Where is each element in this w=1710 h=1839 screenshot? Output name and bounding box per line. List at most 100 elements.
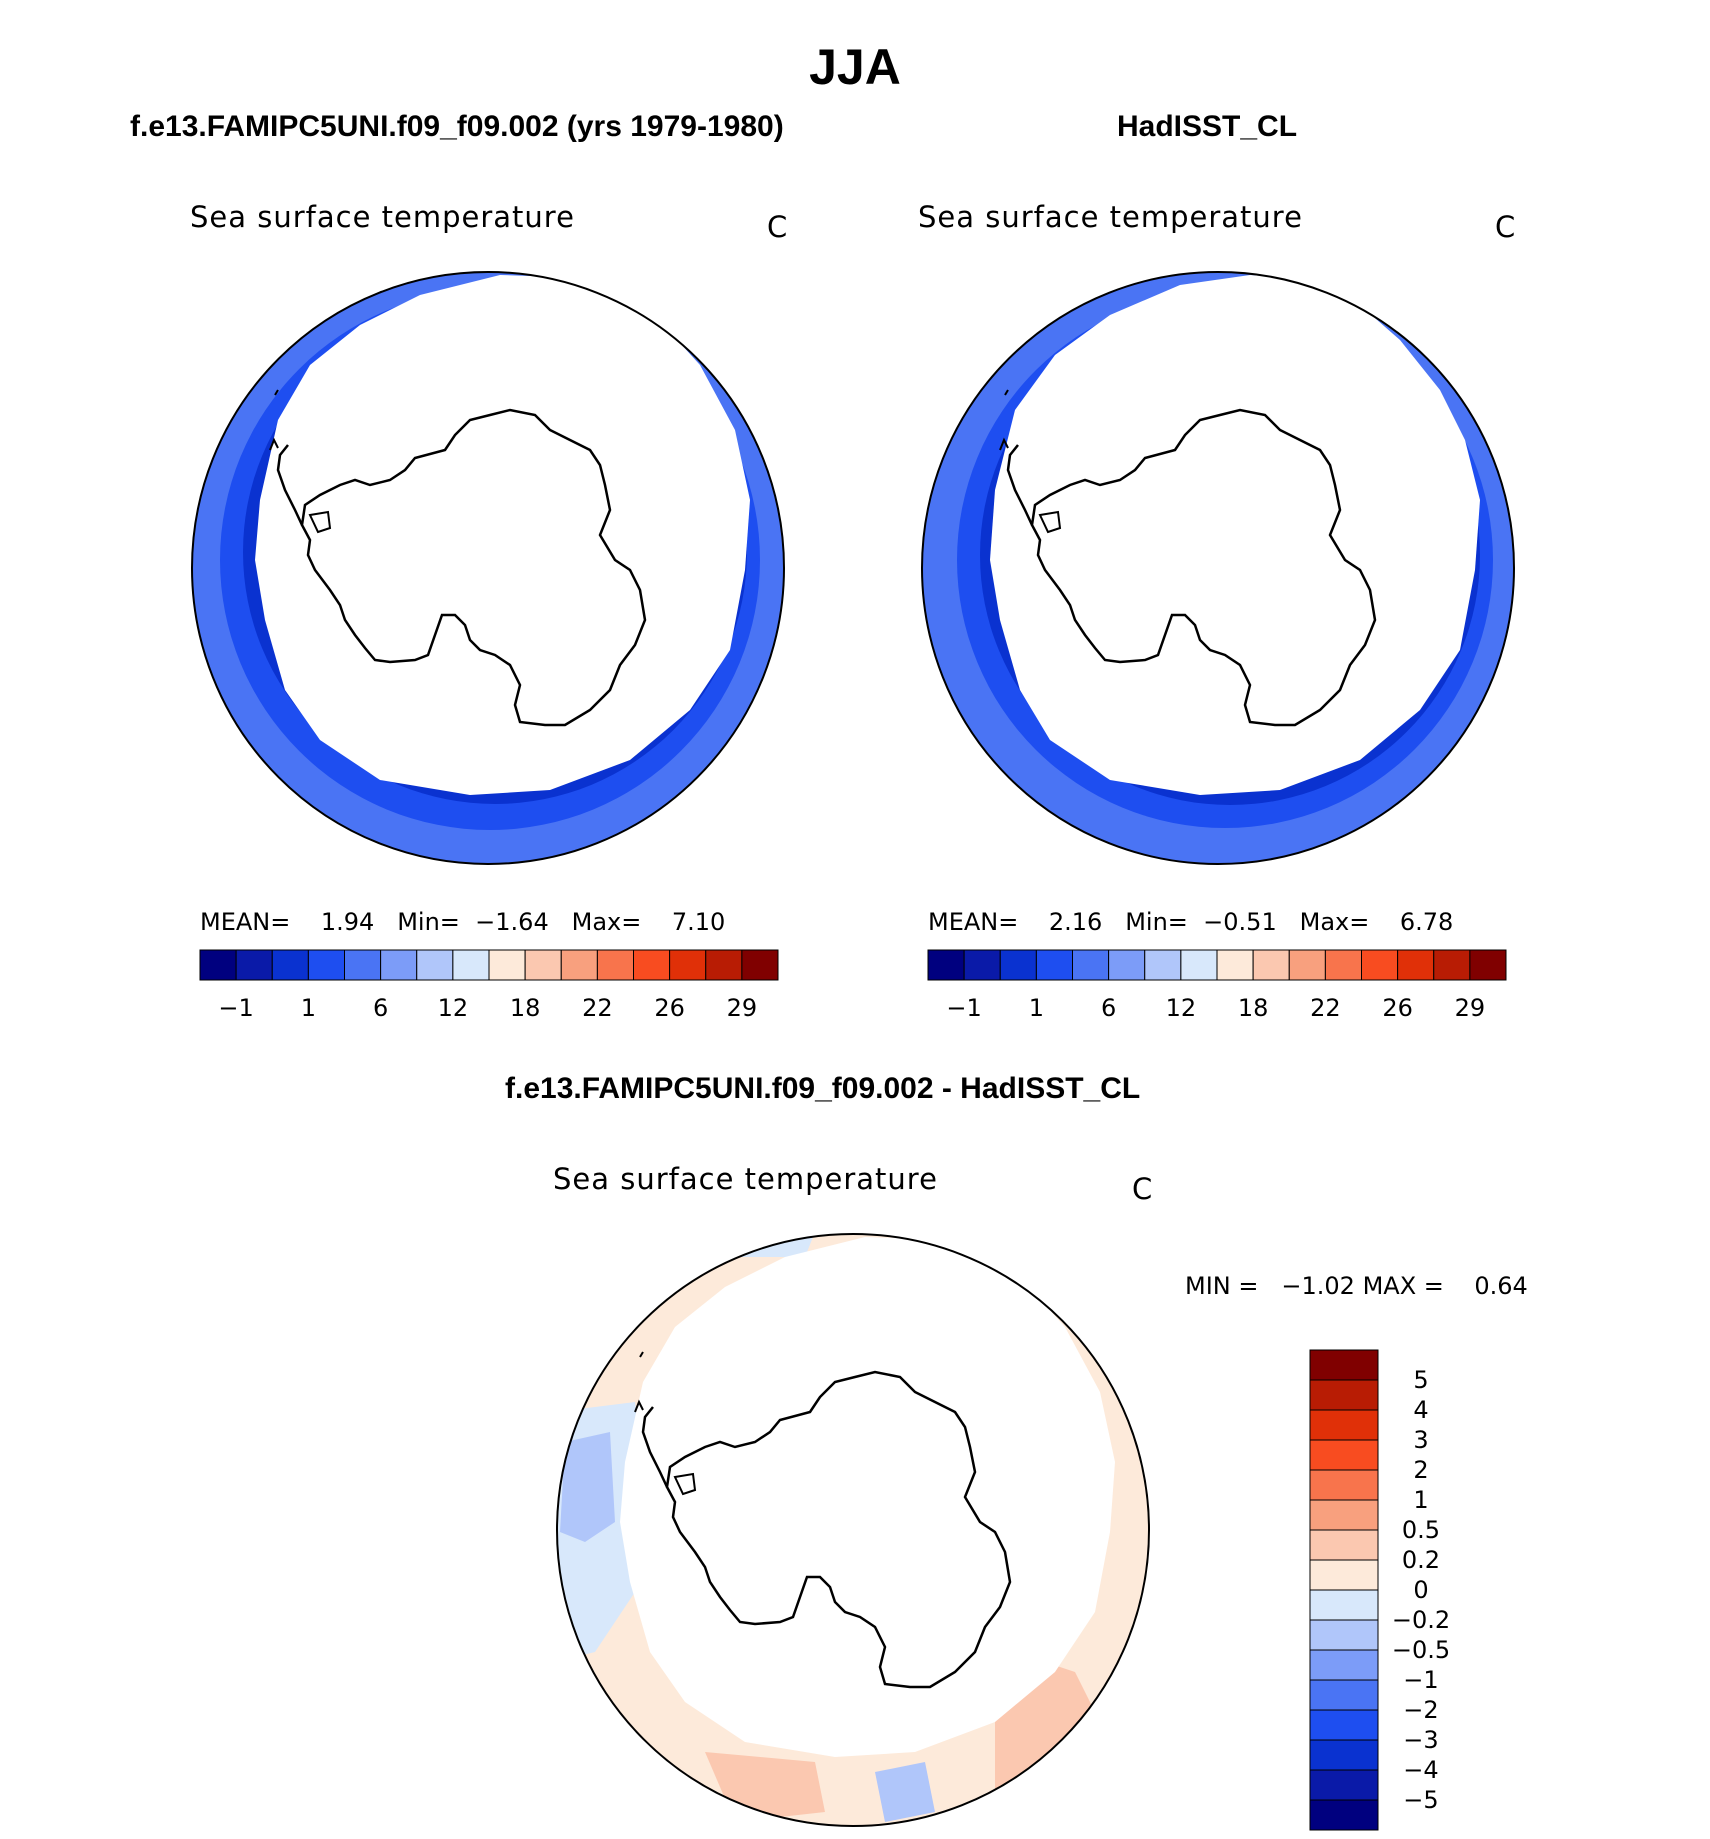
panel-diff-colorbar-tick-label: 3 bbox=[1413, 1426, 1429, 1454]
panel-diff-colorbar-tick-label: −0.2 bbox=[1391, 1606, 1451, 1634]
panel-model-colorbar-tick-label: 6 bbox=[372, 994, 389, 1022]
panel-diff-colorbar-tick-label: 1 bbox=[1413, 1486, 1429, 1514]
panel-diff-colorbar-swatch bbox=[1309, 1799, 1379, 1831]
panel-model-map bbox=[191, 271, 785, 865]
panel-model-colorbar-swatch bbox=[380, 949, 418, 981]
panel-model-colorbar-swatch bbox=[235, 949, 273, 981]
panel-diff-colorbar-tick-label: −1 bbox=[1403, 1666, 1439, 1694]
panel-model-colorbar-tick-label: 1 bbox=[300, 994, 317, 1022]
panel-diff-colorbar-tick-label: −4 bbox=[1403, 1756, 1439, 1784]
panel-model-stats: MEAN= 1.94 Min= −1.64 Max= 7.10 bbox=[200, 908, 726, 936]
panel-obs-stats: MEAN= 2.16 Min= −0.51 Max= 6.78 bbox=[928, 908, 1454, 936]
panel-obs-map bbox=[921, 271, 1515, 865]
panel-diff-colorbar-tick-label: 2 bbox=[1413, 1456, 1429, 1484]
panel-obs-colorbar-tick-label: 26 bbox=[1382, 994, 1413, 1022]
panel-obs-colorbar-tick-label: 29 bbox=[1454, 994, 1486, 1022]
panel-diff-colorbar-swatch bbox=[1309, 1499, 1379, 1531]
panel-diff-colorbar-swatch bbox=[1309, 1409, 1379, 1441]
panel-obs-colorbar-swatch bbox=[1433, 949, 1471, 981]
panel-obs-colorbar-swatch bbox=[1180, 949, 1218, 981]
panel-model-colorbar-swatch bbox=[741, 949, 779, 981]
panel-diff-colorbar-tick-label: −0.5 bbox=[1391, 1636, 1451, 1664]
panel-diff-colorbar-swatch bbox=[1309, 1709, 1379, 1741]
panel-diff-colorbar-tick-label: 4 bbox=[1413, 1396, 1429, 1424]
panel-model-colorbar-swatch bbox=[633, 949, 671, 981]
panel-obs-colorbar-swatch bbox=[1397, 949, 1435, 981]
panel-model-colorbar-tick-label: −1 bbox=[218, 994, 254, 1022]
panel-obs-colorbar-swatch bbox=[999, 949, 1037, 981]
panel-model-colorbar-swatch bbox=[524, 949, 562, 981]
panel-model-colorbar-swatch bbox=[452, 949, 490, 981]
sea-ice-region bbox=[255, 275, 750, 795]
panel-model-colorbar-tick-label: 22 bbox=[582, 994, 613, 1022]
panel-diff-colorbar-tick-label: −2 bbox=[1403, 1696, 1439, 1724]
panel-diff-colorbar-swatch bbox=[1309, 1619, 1379, 1651]
panel-diff-stats: MIN = −1.02 MAX = 0.64 bbox=[1185, 1272, 1528, 1300]
panel-model-colorbar-swatch bbox=[307, 949, 345, 981]
panel-diff-colorbar-swatch bbox=[1309, 1649, 1379, 1681]
panel-diff-map bbox=[556, 1233, 1150, 1827]
panel-model-colorbar-swatch bbox=[344, 949, 382, 981]
panel-obs-plot-title: Sea surface temperature bbox=[918, 200, 1303, 234]
antarctica-coastline bbox=[300, 408, 647, 727]
panel-obs-colorbar-tick-label: −1 bbox=[946, 994, 982, 1022]
panel-diff-colorbar-swatch bbox=[1309, 1769, 1379, 1801]
antarctica-coastline bbox=[1030, 408, 1377, 727]
panel-diff-colorbar-tick-label: −5 bbox=[1403, 1786, 1439, 1814]
panel-model-colorbar-swatch bbox=[488, 949, 526, 981]
panel-obs-colorbar-tick-label: 6 bbox=[1100, 994, 1117, 1022]
panel-model-colorbar-tick-label: 29 bbox=[726, 994, 758, 1022]
panel-obs-colorbar-swatch bbox=[1072, 949, 1110, 981]
panel-diff-header: f.e13.FAMIPC5UNI.f09_f09.002 - HadISST_C… bbox=[505, 1072, 1141, 1105]
panel-model-colorbar-tick-label: 26 bbox=[654, 994, 685, 1022]
panel-obs-colorbar-swatch bbox=[1035, 949, 1073, 981]
panel-obs-colorbar-swatch bbox=[1469, 949, 1507, 981]
panel-diff-colorbar-swatch bbox=[1309, 1529, 1379, 1561]
panel-model-header: f.e13.FAMIPC5UNI.f09_f09.002 (yrs 1979-1… bbox=[130, 110, 784, 143]
panel-model-colorbar-swatch bbox=[705, 949, 743, 981]
panel-obs-colorbar-swatch bbox=[963, 949, 1001, 981]
panel-model-colorbar-swatch bbox=[271, 949, 309, 981]
panel-obs-colorbar-tick-label: 1 bbox=[1028, 994, 1045, 1022]
panel-model-colorbar-tick-label: 12 bbox=[437, 994, 469, 1022]
panel-obs-colorbar-swatch bbox=[1144, 949, 1182, 981]
panel-diff-units: C bbox=[1132, 1172, 1153, 1206]
panel-diff-colorbar-swatch bbox=[1309, 1469, 1379, 1501]
panel-model-colorbar-swatch bbox=[560, 949, 598, 981]
panel-diff-plot-title: Sea surface temperature bbox=[553, 1162, 938, 1196]
panel-obs-header: HadISST_CL bbox=[1117, 110, 1298, 143]
panel-obs-colorbar-tick-label: 12 bbox=[1165, 994, 1197, 1022]
panel-diff-colorbar-tick-label: −3 bbox=[1403, 1726, 1439, 1754]
panel-diff-colorbar-tick-label: 0.5 bbox=[1401, 1516, 1441, 1544]
panel-diff-colorbar-swatch bbox=[1309, 1739, 1379, 1771]
panel-diff-colorbar-swatch bbox=[1309, 1589, 1379, 1621]
panel-model-colorbar bbox=[199, 949, 779, 981]
panel-diff-colorbar-swatch bbox=[1309, 1559, 1379, 1591]
panel-model-units: C bbox=[767, 210, 788, 244]
panel-diff-colorbar-tick-label: 0.2 bbox=[1401, 1546, 1441, 1574]
panel-obs-colorbar bbox=[927, 949, 1507, 981]
panel-model-colorbar-swatch bbox=[416, 949, 454, 981]
panel-obs-units: C bbox=[1495, 210, 1516, 244]
panel-model-colorbar-tick-label: 18 bbox=[509, 994, 541, 1022]
panel-obs-colorbar-swatch bbox=[1108, 949, 1146, 981]
panel-obs-colorbar-swatch bbox=[1216, 949, 1254, 981]
panel-model-colorbar-swatch bbox=[596, 949, 634, 981]
panel-diff-colorbar bbox=[1309, 1349, 1379, 1831]
figure-title: JJA bbox=[809, 39, 901, 95]
panel-obs-colorbar-swatch bbox=[1288, 949, 1326, 981]
sea-ice-region bbox=[990, 275, 1480, 795]
panel-diff-colorbar-swatch bbox=[1309, 1679, 1379, 1711]
antarctica-coastline bbox=[665, 1370, 1012, 1689]
panel-diff-colorbar-tick-label: 5 bbox=[1413, 1366, 1429, 1394]
panel-obs-colorbar-tick-label: 22 bbox=[1310, 994, 1341, 1022]
panel-model-plot-title: Sea surface temperature bbox=[190, 200, 575, 234]
panel-obs-colorbar-swatch bbox=[1324, 949, 1362, 981]
panel-obs-colorbar-swatch bbox=[927, 949, 965, 981]
panel-diff-colorbar-swatch bbox=[1309, 1379, 1379, 1411]
panel-diff-colorbar-tick-label: 0 bbox=[1413, 1576, 1429, 1604]
panel-model-colorbar-swatch bbox=[199, 949, 237, 981]
sea-ice-region bbox=[620, 1237, 1115, 1757]
panel-model-colorbar-swatch bbox=[669, 949, 707, 981]
panel-diff-colorbar-swatch bbox=[1309, 1439, 1379, 1471]
